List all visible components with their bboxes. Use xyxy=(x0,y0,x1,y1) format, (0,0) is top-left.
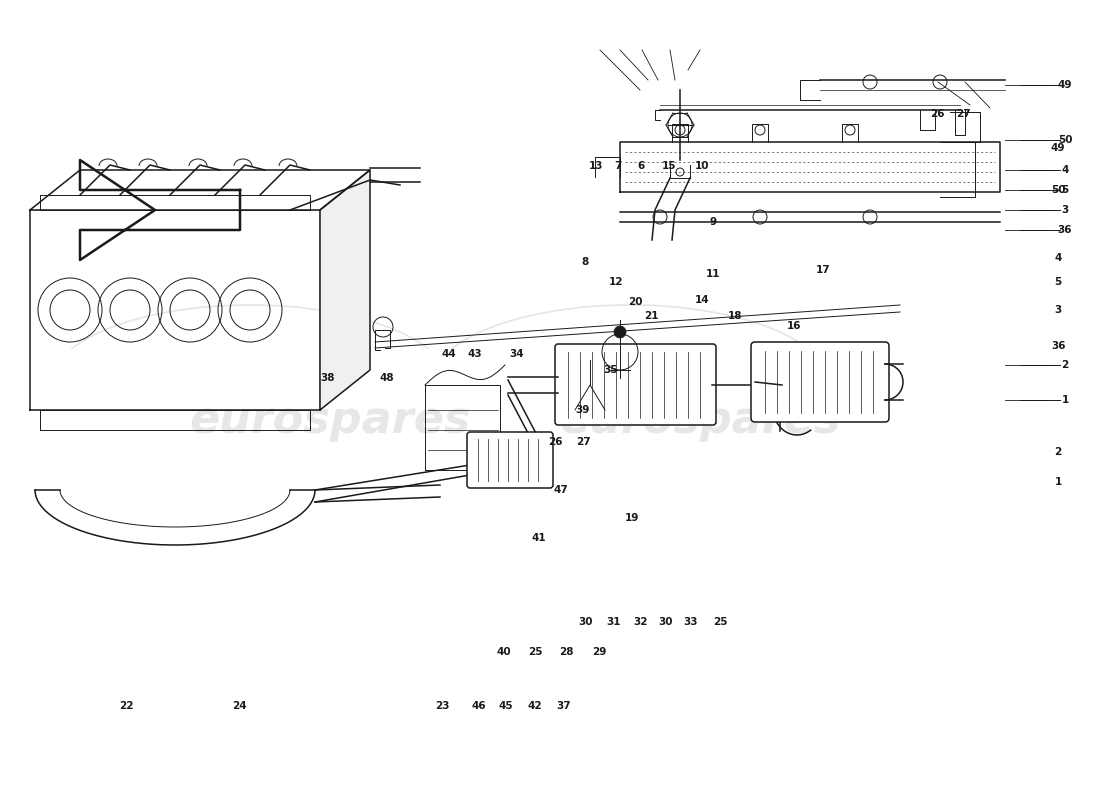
Text: 1: 1 xyxy=(1055,477,1061,486)
Text: 5: 5 xyxy=(1055,277,1061,286)
Text: 19: 19 xyxy=(625,514,640,523)
Text: 15: 15 xyxy=(661,162,676,171)
Text: 34: 34 xyxy=(509,349,525,358)
Text: 9: 9 xyxy=(710,218,716,227)
Text: 42: 42 xyxy=(527,701,542,710)
Text: 25: 25 xyxy=(713,618,728,627)
Text: 31: 31 xyxy=(606,618,621,627)
Text: 45: 45 xyxy=(498,701,514,710)
Text: 40: 40 xyxy=(496,647,512,657)
Polygon shape xyxy=(320,170,370,410)
Text: 38: 38 xyxy=(320,373,336,382)
Text: 48: 48 xyxy=(379,373,395,382)
Text: 44: 44 xyxy=(441,349,456,358)
Text: 2: 2 xyxy=(1062,360,1068,370)
Circle shape xyxy=(614,326,626,338)
Text: eurospares: eurospares xyxy=(559,398,840,442)
FancyBboxPatch shape xyxy=(751,342,889,422)
Text: 25: 25 xyxy=(528,647,543,657)
Text: 7: 7 xyxy=(615,162,622,171)
Text: 41: 41 xyxy=(531,533,547,542)
Text: 30: 30 xyxy=(578,618,593,627)
Text: 21: 21 xyxy=(644,311,659,321)
Text: 36: 36 xyxy=(1050,341,1066,350)
Text: 4: 4 xyxy=(1062,165,1069,175)
Text: 6: 6 xyxy=(638,162,645,171)
Text: 47: 47 xyxy=(553,485,569,494)
Text: 13: 13 xyxy=(588,162,604,171)
Text: 3: 3 xyxy=(1055,306,1061,315)
Text: 26: 26 xyxy=(548,437,563,446)
Text: 11: 11 xyxy=(705,269,720,278)
Text: 22: 22 xyxy=(119,701,134,710)
Text: 2: 2 xyxy=(1055,447,1061,457)
Text: 10: 10 xyxy=(694,162,710,171)
Text: 37: 37 xyxy=(556,701,571,710)
Text: 1: 1 xyxy=(1062,395,1068,405)
Text: 28: 28 xyxy=(559,647,574,657)
Text: 39: 39 xyxy=(575,405,591,414)
Text: 49: 49 xyxy=(1058,80,1072,90)
Text: 14: 14 xyxy=(694,295,710,305)
Text: 27: 27 xyxy=(956,109,971,118)
Text: 43: 43 xyxy=(468,349,483,358)
Text: 8: 8 xyxy=(582,258,588,267)
Text: 26: 26 xyxy=(930,109,945,118)
Text: 12: 12 xyxy=(608,277,624,286)
Text: 46: 46 xyxy=(471,701,486,710)
Text: 4: 4 xyxy=(1055,253,1061,262)
Text: 24: 24 xyxy=(232,701,248,710)
Text: 36: 36 xyxy=(1058,225,1072,235)
Text: 3: 3 xyxy=(1062,205,1068,215)
Polygon shape xyxy=(30,170,370,210)
Text: 27: 27 xyxy=(575,437,591,446)
Text: 17: 17 xyxy=(815,266,830,275)
Text: 50: 50 xyxy=(1058,135,1072,145)
Text: 30: 30 xyxy=(658,618,673,627)
Text: 35: 35 xyxy=(603,365,618,374)
Polygon shape xyxy=(620,142,1000,192)
Text: 20: 20 xyxy=(628,298,643,307)
Text: 50: 50 xyxy=(1050,186,1066,195)
Text: 32: 32 xyxy=(632,618,648,627)
FancyBboxPatch shape xyxy=(556,344,716,425)
Text: 18: 18 xyxy=(727,311,742,321)
FancyBboxPatch shape xyxy=(468,432,553,488)
Text: 33: 33 xyxy=(683,618,698,627)
Polygon shape xyxy=(80,160,240,260)
Text: 16: 16 xyxy=(786,322,802,331)
Text: eurospares: eurospares xyxy=(189,398,471,442)
Text: 23: 23 xyxy=(434,701,450,710)
Text: 29: 29 xyxy=(592,647,607,657)
Text: 5: 5 xyxy=(1062,185,1068,195)
Text: 49: 49 xyxy=(1050,143,1066,153)
